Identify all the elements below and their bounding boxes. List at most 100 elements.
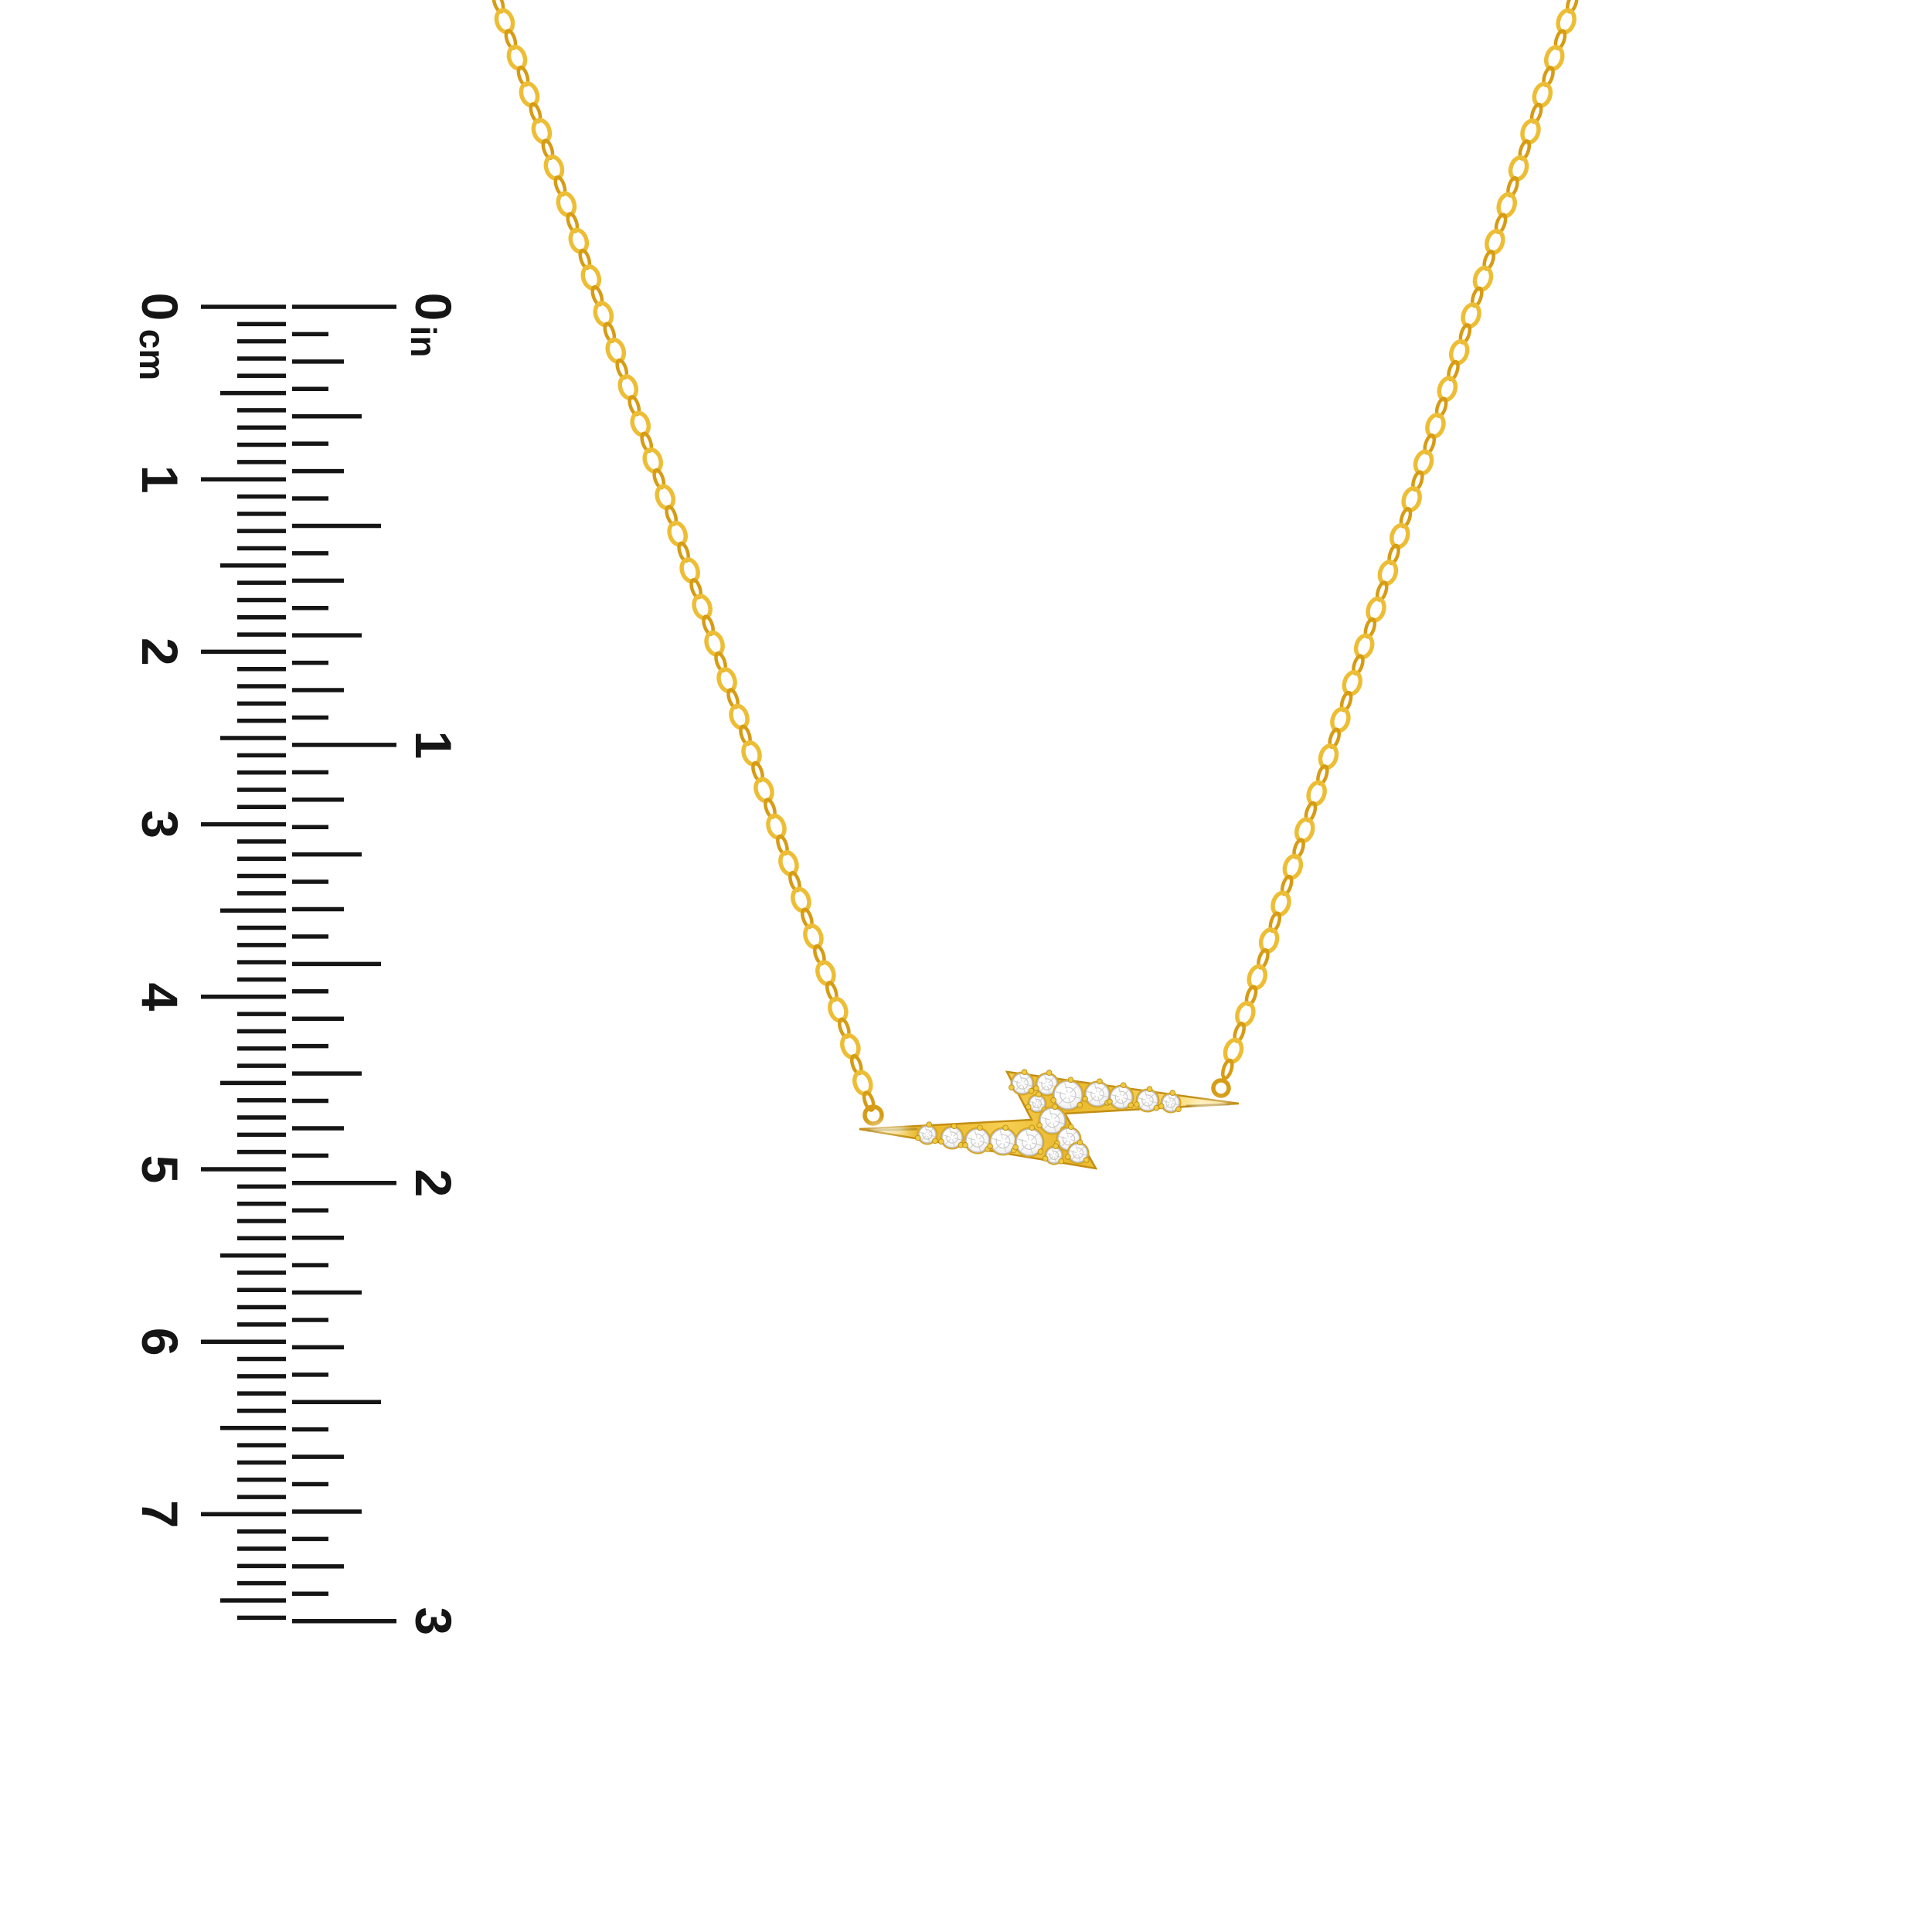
prong-bead bbox=[932, 1138, 938, 1145]
prong-bead bbox=[1036, 1091, 1042, 1097]
ruler-inch-label: 3 bbox=[405, 1607, 462, 1635]
prong-bead bbox=[962, 1142, 968, 1148]
chain-link bbox=[506, 44, 528, 71]
prong-bead bbox=[1065, 1153, 1071, 1160]
chain-link bbox=[1437, 376, 1458, 403]
chain-link bbox=[1258, 927, 1280, 954]
chain-link bbox=[815, 960, 836, 987]
prong-bead bbox=[938, 1138, 944, 1145]
diamond-stone bbox=[914, 1121, 938, 1145]
prong-bead bbox=[1046, 1070, 1053, 1077]
chain-link bbox=[1520, 118, 1541, 145]
ruler-cm-label: 1 bbox=[131, 465, 189, 494]
chain-link bbox=[803, 923, 824, 950]
chain-link bbox=[1221, 1058, 1234, 1080]
diamond-stone bbox=[1042, 1143, 1064, 1165]
chain-link bbox=[1532, 81, 1553, 108]
prong-bead bbox=[1033, 1085, 1039, 1091]
chain-link bbox=[1306, 780, 1327, 807]
chain-link bbox=[1448, 338, 1470, 366]
chain-link bbox=[1330, 706, 1351, 733]
prong-bead bbox=[951, 1123, 957, 1130]
prong-bead bbox=[1120, 1082, 1127, 1089]
chain-link bbox=[1389, 522, 1410, 549]
chain-link bbox=[729, 703, 750, 730]
ruler-cm-label: 2 bbox=[131, 638, 189, 666]
chain-link bbox=[630, 410, 651, 437]
chain-link bbox=[1472, 265, 1494, 292]
prong-bead bbox=[1012, 1144, 1019, 1151]
prong-bead bbox=[1002, 1124, 1009, 1131]
chain-link bbox=[1543, 45, 1565, 72]
chain-link bbox=[716, 667, 737, 694]
chain-link bbox=[531, 117, 553, 145]
chain-link bbox=[1496, 192, 1517, 219]
chain-link bbox=[778, 850, 799, 876]
ruler-cm-label: 5 bbox=[131, 1155, 189, 1184]
prong-bead bbox=[1128, 1102, 1134, 1109]
prong-bead bbox=[1077, 1102, 1083, 1108]
prong-bead bbox=[1107, 1098, 1113, 1105]
prong-bead bbox=[1175, 1106, 1182, 1113]
chain-link bbox=[704, 630, 725, 657]
tip-highlight bbox=[867, 1121, 907, 1134]
diamond-stone bbox=[1025, 1091, 1047, 1114]
chain-link bbox=[828, 996, 849, 1023]
chain-link bbox=[543, 155, 565, 181]
ruler-cm-label: 6 bbox=[131, 1328, 189, 1356]
diamond-stone bbox=[1009, 1069, 1035, 1096]
prong-bead bbox=[1082, 1096, 1088, 1102]
prong-bead bbox=[1053, 1143, 1059, 1149]
prong-bead bbox=[1083, 1157, 1090, 1163]
diamond-stone bbox=[1050, 1077, 1084, 1111]
ruler: 0 1 2 3 4 5 6 7 0 1 2 3 cm in bbox=[131, 293, 462, 1635]
chain-link bbox=[1235, 1001, 1256, 1028]
chain-link bbox=[1377, 560, 1399, 587]
diamond-stone bbox=[1158, 1090, 1182, 1114]
chain-link bbox=[791, 886, 811, 913]
ruler-cm-unit: cm bbox=[132, 329, 172, 380]
prong-bead bbox=[987, 1143, 993, 1149]
prong-bead bbox=[1134, 1101, 1140, 1107]
ruler-cm-label: 4 bbox=[131, 982, 189, 1011]
chain-link bbox=[766, 813, 787, 840]
chain-link bbox=[1401, 486, 1422, 512]
prong-bead bbox=[1050, 1097, 1057, 1104]
prong-bead bbox=[914, 1134, 921, 1141]
chain-link bbox=[568, 227, 590, 254]
diamond-stone bbox=[1012, 1124, 1045, 1158]
chain-link bbox=[1425, 413, 1446, 439]
chain-link bbox=[1413, 449, 1434, 476]
ruler-inch-label: 0 bbox=[405, 293, 462, 321]
necklace-chain-right bbox=[1221, 0, 1579, 1080]
chain-link bbox=[667, 520, 688, 547]
diamond-stone bbox=[1107, 1082, 1134, 1111]
ruler-inch-unit: in bbox=[403, 326, 444, 358]
diamond-stone bbox=[987, 1124, 1018, 1156]
prong-bead bbox=[1042, 1155, 1049, 1162]
chain-link bbox=[593, 301, 614, 328]
diamond-stone bbox=[1082, 1078, 1111, 1108]
chain-link bbox=[741, 740, 762, 767]
diamond-stone bbox=[1036, 1104, 1067, 1135]
ruler-cm-label: 3 bbox=[131, 810, 189, 838]
prong-bead bbox=[1052, 1104, 1058, 1111]
chain-link bbox=[840, 1033, 861, 1060]
prong-bead bbox=[1158, 1103, 1165, 1110]
prong-bead bbox=[1097, 1078, 1103, 1085]
chain-link bbox=[617, 374, 639, 401]
prong-bead bbox=[1153, 1104, 1160, 1111]
chain-link bbox=[1318, 743, 1339, 770]
ruler-inch-label: 1 bbox=[405, 731, 462, 760]
diamond-stone bbox=[962, 1124, 992, 1155]
prong-bead bbox=[1058, 1158, 1064, 1165]
chain-link bbox=[580, 264, 602, 291]
chain-link bbox=[692, 594, 713, 621]
chain-link bbox=[1294, 817, 1315, 844]
prong-bead bbox=[1146, 1086, 1153, 1093]
prong-bead bbox=[1067, 1124, 1074, 1131]
ruler-cm-label: 0 bbox=[131, 293, 189, 321]
tip-highlight bbox=[1190, 1100, 1230, 1112]
